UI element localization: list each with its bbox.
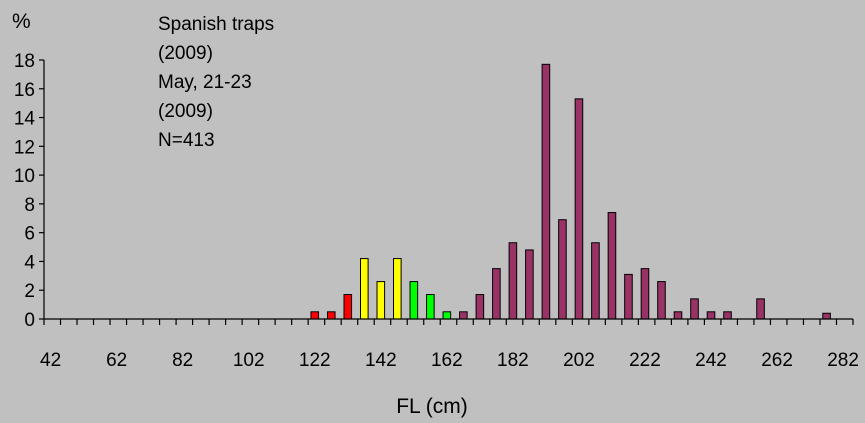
annotation-line-5: N=413: [158, 130, 215, 151]
x-axis-ticks: 42 62 82 102 122 142 162 182 202 222 242 262 282: [40, 319, 859, 371]
x-tick-label: 222: [629, 350, 661, 371]
bar: [673, 311, 683, 320]
bar: [459, 311, 468, 320]
bar: [607, 212, 617, 320]
x-tick-label: 162: [431, 350, 463, 371]
bar: [525, 249, 534, 320]
bar: [574, 98, 584, 320]
bar: [541, 63, 551, 320]
bar: [409, 281, 419, 320]
y-tick-label: 0: [24, 310, 35, 331]
x-tick-label: 122: [299, 350, 331, 371]
bar: [376, 281, 386, 320]
x-tick-label: 262: [761, 350, 793, 371]
bar: [706, 311, 716, 320]
y-tick-label: 8: [24, 195, 35, 216]
bar: [508, 242, 518, 320]
x-tick-label: 62: [106, 350, 127, 371]
annotation-line-1: Spanish traps: [158, 14, 275, 35]
y-tick-label: 12: [14, 137, 35, 158]
bar: [822, 312, 831, 320]
bar: [624, 273, 633, 320]
annotation-line-2: (2009): [158, 43, 213, 64]
annotation-line-4: (2009): [158, 101, 213, 122]
y-tick-label: 2: [24, 281, 35, 302]
x-tick-label: 42: [40, 350, 61, 371]
y-tick-label: 10: [14, 166, 35, 187]
x-tick-label: 142: [365, 350, 397, 371]
y-axis-label: %: [12, 10, 31, 33]
x-tick-label: 202: [563, 350, 595, 371]
x-tick-label: 102: [233, 350, 265, 371]
bar: [558, 219, 567, 320]
bar: [640, 268, 650, 320]
y-tick-label: 18: [14, 51, 35, 72]
bar: [393, 258, 402, 320]
y-tick-label: 4: [24, 252, 35, 273]
bar: [310, 311, 320, 320]
bar: [360, 258, 369, 320]
bar: [475, 294, 485, 320]
y-tick-label: 14: [14, 109, 36, 130]
bar: [657, 281, 666, 320]
bar: [690, 298, 699, 320]
bars: [310, 63, 831, 320]
bar: [591, 242, 600, 320]
x-axis-label: FL (cm): [396, 395, 468, 418]
y-axis-ticks: 0 2 4 6 8 10 12 14 16 18: [14, 51, 44, 331]
y-tick-label: 16: [14, 80, 35, 101]
x-tick-label: 282: [827, 350, 859, 371]
bar: [723, 311, 732, 320]
x-tick-label: 242: [695, 350, 727, 371]
bar: [343, 294, 353, 320]
bar: [442, 311, 452, 320]
bar: [492, 268, 501, 320]
annotation-line-3: May, 21-23: [158, 72, 252, 93]
bar: [326, 311, 336, 320]
x-tick-label: 182: [497, 350, 529, 371]
bar: [426, 294, 435, 320]
y-tick-label: 6: [24, 224, 35, 245]
x-tick-label: 82: [172, 350, 193, 371]
bar: [756, 298, 765, 320]
